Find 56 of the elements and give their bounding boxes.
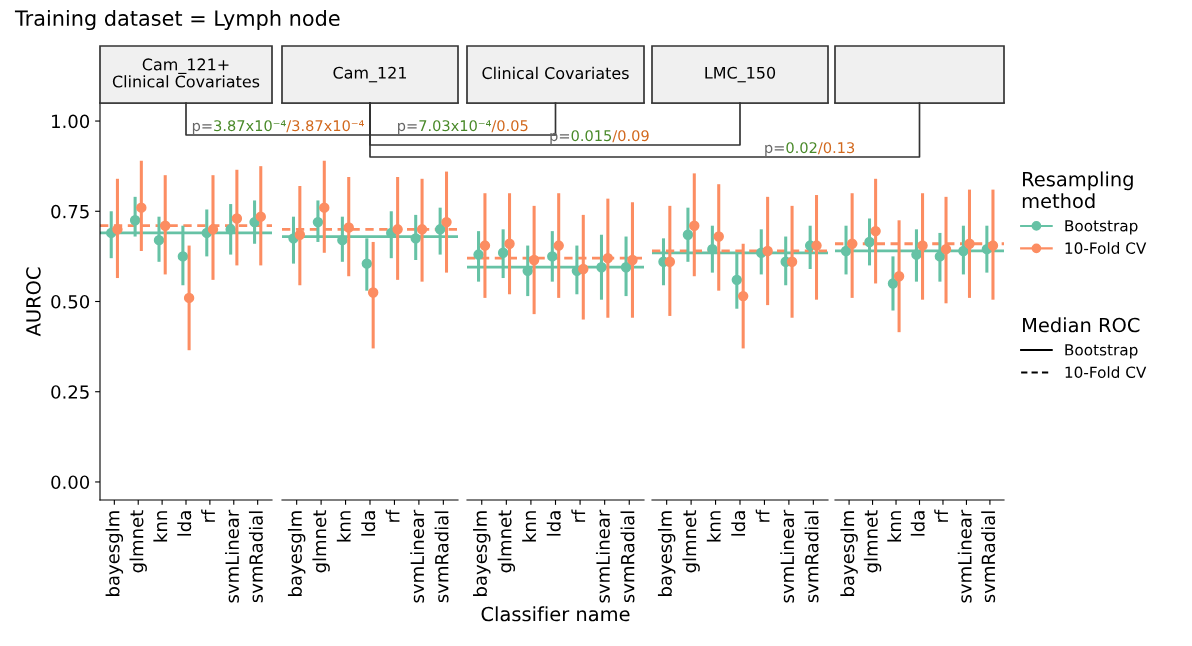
x-tick-label: glmnet bbox=[863, 510, 882, 573]
x-tick-label: rf bbox=[201, 509, 215, 522]
x-axis-title: Classifier name bbox=[481, 606, 630, 622]
x-tick-label: svmRadial bbox=[981, 511, 996, 603]
x-tick-label: bayesglm bbox=[657, 511, 676, 596]
annotation: p=7.03x10⁻⁴/0.05 bbox=[398, 120, 528, 134]
x-tick-label: knn bbox=[153, 511, 168, 542]
legend-label: 10-Fold CV bbox=[1065, 242, 1147, 254]
x-tick-label: bayesglm bbox=[287, 511, 306, 596]
x-tick-label: lda bbox=[177, 511, 192, 536]
legend-title: Resampling method bbox=[1022, 171, 1133, 209]
x-tick-label: lda bbox=[546, 511, 561, 536]
x-tick-label: svmLinear bbox=[410, 509, 425, 603]
x-tick-label: svmLinear bbox=[957, 509, 972, 603]
y-tick-label: 1.00 bbox=[52, 114, 90, 129]
annotation: p=0.02/0.13 bbox=[765, 142, 855, 156]
x-tick-label: glmnet bbox=[497, 510, 516, 573]
x-tick-label: svmLinear bbox=[595, 509, 610, 603]
chart-title: Training dataset = Lymph node bbox=[14, 9, 340, 31]
x-tick-label: svmLinear bbox=[780, 509, 795, 603]
x-tick-label: svmRadial bbox=[804, 511, 819, 603]
x-tick-label: bayesglm bbox=[840, 511, 858, 596]
x-tick-label: knn bbox=[887, 511, 902, 542]
chart-subtitle: LMC_150 bbox=[705, 66, 776, 83]
x-tick-label: rf bbox=[571, 509, 586, 522]
chart-subtitle: Cam_121 bbox=[333, 66, 407, 83]
y-axis-title: AUROC bbox=[26, 267, 41, 337]
x-tick-label: knn bbox=[336, 511, 351, 542]
x-tick-label: knn bbox=[706, 511, 721, 542]
x-tick-label: glmnet bbox=[129, 510, 147, 573]
chart-subtitle: Cam_121+ Clinical Covariates bbox=[112, 58, 260, 88]
x-tick-label: glmnet bbox=[682, 510, 700, 573]
x-tick-label: knn bbox=[522, 511, 536, 542]
x-tick-label: bayesglm bbox=[473, 511, 491, 596]
y-tick-label: 0.00 bbox=[51, 475, 90, 490]
y-tick-label: 0.75 bbox=[51, 204, 89, 219]
text: Median ROC bbox=[1023, 317, 1140, 333]
x-tick-label: svmRadial bbox=[620, 511, 635, 603]
x-tick-label: bayesglm bbox=[105, 511, 124, 596]
x-tick-label: lda bbox=[361, 511, 376, 536]
annotation: p=3.87x10⁻⁴/3.87x10⁻⁴ bbox=[192, 120, 364, 134]
x-tick-label: rf bbox=[755, 509, 770, 522]
x-tick-label: rf bbox=[934, 509, 948, 522]
x-tick-label: svmRadial bbox=[248, 511, 263, 603]
x-tick-label: svmLinear bbox=[225, 509, 240, 603]
x-tick-label: svmRadial bbox=[434, 511, 449, 603]
x-tick-label: lda bbox=[910, 511, 925, 536]
x-tick-label: rf bbox=[385, 509, 400, 522]
text: Bootstrap bbox=[1065, 344, 1138, 359]
x-tick-label: lda bbox=[731, 511, 746, 536]
legend-label: Bootstrap bbox=[1065, 220, 1138, 235]
y-tick-label: 0.25 bbox=[51, 385, 89, 399]
text: 10-Fold CV bbox=[1065, 366, 1147, 379]
y-tick-label: 0.50 bbox=[51, 294, 90, 309]
chart-subtitle: Clinical Covariates bbox=[482, 66, 629, 80]
x-tick-label: glmnet bbox=[312, 510, 330, 573]
